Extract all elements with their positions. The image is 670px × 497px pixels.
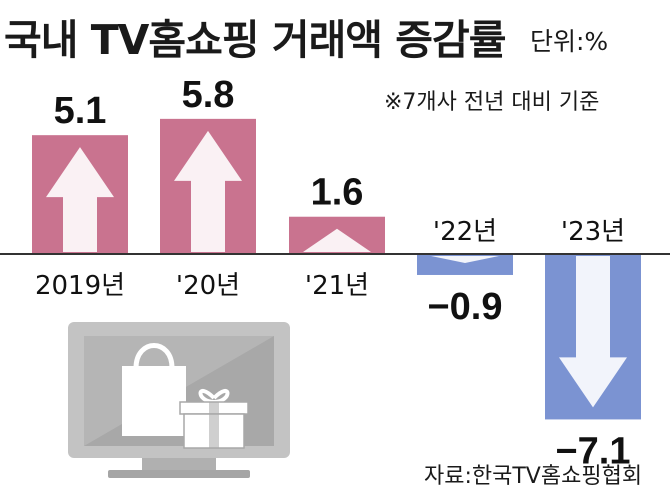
shopping-bag-icon [122,366,186,436]
up-arrow-icon [303,228,371,252]
value-label-2: 1.6 [311,172,364,214]
shopping-bag-handle-icon [133,343,175,369]
unit-label: 단위:% [530,27,609,56]
label-layer: 5.1 2019년 5.8 '20년 1.6 '21년 −0.9 '22년 −7.1 '23년 [35,74,631,473]
up-arrow-icon [174,130,242,252]
bar-3 [417,254,513,275]
category-label-3: '22년 [433,217,497,247]
gift-box-icon [179,389,249,449]
chart-title: 국내 TV홈쇼핑 거래액 증감률 [4,16,506,64]
up-arrow-icon [46,147,114,252]
source-note: 자료:한국TV홈쇼핑협회 [424,464,643,489]
category-label-0: 2019년 [35,271,125,301]
tv-stand [142,458,216,472]
bar-series [32,118,641,420]
tv-illustration [68,322,290,478]
value-label-1: 5.8 [182,74,235,116]
down-arrow-icon [431,256,499,263]
tv-base [108,470,250,478]
value-label-4: −7.1 [555,430,630,472]
value-label-3: −0.9 [427,286,502,328]
category-label-2: '21년 [305,271,369,301]
category-label-4: '23년 [561,217,625,247]
category-label-1: '20년 [176,271,240,301]
down-arrow-icon [559,256,627,408]
basis-note: ※7개사 전년 대비 기준 [384,90,600,115]
value-label-0: 5.1 [54,90,107,132]
